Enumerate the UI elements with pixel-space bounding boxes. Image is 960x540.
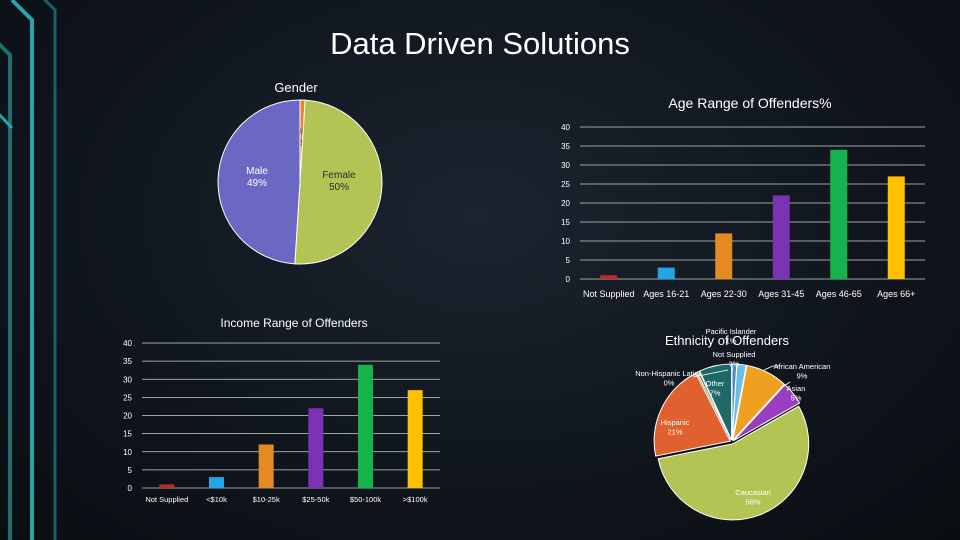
y-tick-label: 25 <box>123 393 132 402</box>
chart-title: Ethnicity of Offenders <box>665 333 790 348</box>
leader-line <box>763 365 780 371</box>
y-tick-label: 35 <box>123 357 132 366</box>
y-tick-label: 20 <box>561 199 570 208</box>
slice-label-african-american: African American <box>774 362 831 371</box>
leader-line <box>692 369 729 378</box>
x-tick-label: $25-50k <box>302 495 329 504</box>
bar-ages-66 <box>887 176 905 279</box>
bar-100k <box>407 390 423 488</box>
page-title: Data Driven Solutions <box>330 26 630 61</box>
y-tick-label: 5 <box>128 466 133 475</box>
slice-value-african-american: 9% <box>797 372 808 381</box>
slice-label-not-supplied: Not Supplied <box>713 350 756 359</box>
bar-not-supplied <box>159 484 175 488</box>
income-bar-chart: Income Range of Offenders 0 5 10 15 20 25 30 35 4… <box>123 316 440 504</box>
x-tick-label: $50-100k <box>350 495 382 504</box>
chart-title: Income Range of Offenders <box>220 316 367 330</box>
y-tick-label: 40 <box>123 339 132 348</box>
bar-ages-46-65 <box>830 149 848 279</box>
slice-label-caucasian: Caucasian <box>735 488 770 497</box>
y-tick-label: 10 <box>561 237 570 246</box>
slice-value-female: 50% <box>329 182 349 193</box>
pie-slice-caucasian <box>657 405 810 521</box>
pie-slice-not-supplied <box>731 363 747 441</box>
slice-value-asian: 5% <box>791 394 802 403</box>
pie-slice-african-american <box>732 364 785 442</box>
slice-value-male: 49% <box>247 178 267 189</box>
x-tick-label: Ages 22-30 <box>701 289 747 299</box>
slice-value-not-supplied: 2% <box>729 360 740 369</box>
bar-ages-22-30 <box>715 233 733 279</box>
slice-value-caucasian: 56% <box>745 498 760 507</box>
x-tick-label: <$10k <box>206 495 227 504</box>
y-tick-label: 0 <box>566 275 571 284</box>
y-tick-label: 25 <box>561 180 570 189</box>
x-tick-label: Ages 31-45 <box>758 289 804 299</box>
bar-10k <box>209 477 224 488</box>
slice-label-male: Male <box>246 166 268 177</box>
bar-25-50k <box>308 408 324 488</box>
slice-value-pacific-islander: 1% <box>726 337 737 346</box>
x-tick-label: Ages 66+ <box>877 289 915 299</box>
chart-title: Age Range of Offenders% <box>668 95 831 111</box>
slice-value-non-hispanic-latino: 0% <box>664 379 675 388</box>
pie-slice-male <box>217 99 301 265</box>
bar-ages-16-21 <box>657 267 675 279</box>
bar-not-supplied <box>600 275 618 279</box>
slice-value-hispanic: 21% <box>667 428 682 437</box>
slice-value-other: 7% <box>710 389 721 398</box>
x-tick-label: >$100k <box>403 495 428 504</box>
age-bar-chart: Age Range of Offenders% 0 5 10 15 20 25 30 35 40 N… <box>561 95 925 299</box>
y-tick-label: 35 <box>561 142 570 151</box>
leader-line <box>729 363 734 371</box>
pie-slice-asian <box>733 384 801 442</box>
x-tick-label: $10-25k <box>253 495 280 504</box>
leader-line <box>783 381 791 387</box>
pie-slice-other <box>699 363 733 441</box>
pie-slice-female <box>294 99 383 265</box>
slice-label-hispanic: Hispanic <box>661 418 690 427</box>
slice-label-non-hispanic-latino: Non-Hispanic Latino <box>635 369 703 378</box>
slice-label-asian: Asian <box>787 384 806 393</box>
y-tick-label: 0 <box>128 484 133 493</box>
x-tick-label: Not Supplied <box>583 289 635 299</box>
y-tick-label: 30 <box>123 375 132 384</box>
pie-slice-hispanic <box>653 372 731 457</box>
bar-10-25k <box>258 444 274 488</box>
y-tick-label: 15 <box>123 430 132 439</box>
y-tick-label: 20 <box>123 412 132 421</box>
y-tick-label: 15 <box>561 218 570 227</box>
chart-title: Gender <box>274 80 318 95</box>
bar-ages-31-45 <box>772 195 790 279</box>
slice-label-pacific-islander: Pacific Islander <box>706 327 757 336</box>
y-tick-label: 40 <box>561 123 570 132</box>
y-tick-label: 10 <box>123 448 132 457</box>
slice-label-other: Other <box>706 379 725 388</box>
slice-label-female: Female <box>322 170 356 181</box>
x-tick-label: Ages 46-65 <box>816 289 862 299</box>
bar-50-100k <box>358 364 373 488</box>
y-tick-label: 30 <box>561 161 570 170</box>
x-tick-label: Ages 16-21 <box>643 289 689 299</box>
x-tick-label: Not Supplied <box>145 495 188 504</box>
y-tick-label: 5 <box>566 256 571 265</box>
